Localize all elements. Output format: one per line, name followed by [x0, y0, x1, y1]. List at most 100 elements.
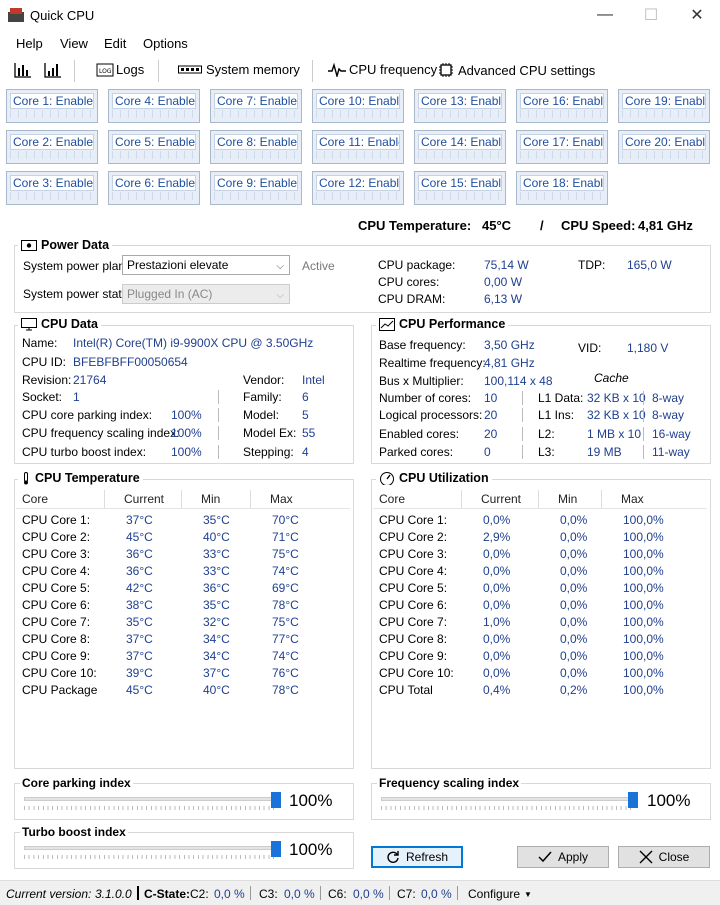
table-cell: 34°C	[203, 632, 230, 646]
core-toggle-button[interactable]: Core 15: Enabled	[414, 171, 506, 205]
menu-help[interactable]: Help	[16, 36, 43, 51]
cpu-frequency-label: CPU frequency	[349, 62, 438, 77]
bar-chart-icon[interactable]	[14, 62, 32, 78]
apply-button[interactable]: Apply	[517, 846, 609, 868]
core-toggle-button[interactable]: Core 3: Enabled	[6, 171, 98, 205]
cpu-temperature-title: CPU Temperature	[18, 471, 143, 485]
header-divider	[16, 508, 350, 509]
c2-label: C2:	[190, 887, 209, 901]
column-header[interactable]: Max	[621, 492, 644, 506]
close-window-button[interactable]: ✕	[690, 7, 704, 24]
core-activity-graph	[214, 151, 298, 159]
core-activity-graph	[520, 110, 604, 118]
frequency-scaling-slider-track[interactable]	[381, 797, 635, 801]
core-toggle-button[interactable]: Core 13: Enabled	[414, 89, 506, 123]
system-memory-button[interactable]: System memory	[178, 62, 300, 77]
table-cell: 0,0%	[560, 564, 588, 578]
apply-label: Apply	[557, 850, 589, 864]
memory-icon	[178, 65, 202, 73]
refresh-button[interactable]: Refresh	[371, 846, 463, 868]
core-toggle-button[interactable]: Core 10: Enabled	[312, 89, 404, 123]
cpu-frequency-button[interactable]: CPU frequency	[328, 62, 437, 77]
table-cell: CPU Core 3:	[22, 547, 91, 561]
column-header[interactable]: Core	[22, 492, 49, 506]
core-toggle-button[interactable]: Core 8: Enabled	[210, 130, 302, 164]
frequency-scaling-slider-thumb[interactable]	[628, 792, 638, 808]
table-cell: 45°C	[126, 530, 153, 544]
core-toggle-button[interactable]: Core 16: Enabled	[516, 89, 608, 123]
logical-processors-label: Logical processors:	[379, 408, 483, 422]
table-cell: 0,0%	[483, 598, 511, 612]
bar-chart-alt-icon[interactable]	[44, 62, 62, 78]
turbo-boost-slider-track[interactable]	[24, 846, 278, 850]
configure-label: Configure	[468, 887, 521, 901]
table-cell: 100,0%	[623, 632, 664, 646]
cpu-name-value: Intel(R) Core(TM) i9-9900X CPU @ 3.50GHz	[73, 336, 314, 350]
table-cell: CPU Core 4:	[379, 564, 448, 578]
l1-ins-way: 8-way	[652, 408, 685, 422]
column-header[interactable]: Core	[379, 492, 406, 506]
core-toggle-button[interactable]: Core 2: Enabled	[6, 130, 98, 164]
core-toggle-button[interactable]: Core 14: Enabled	[414, 130, 506, 164]
menu-view[interactable]: View	[60, 36, 88, 51]
power-state-select[interactable]: Plugged In (AC) ⌵	[122, 284, 290, 304]
column-header[interactable]: Current	[481, 492, 522, 506]
core-parking-slider-track[interactable]	[24, 797, 278, 801]
c-state-label: C-State:	[144, 887, 191, 901]
core-toggle-button[interactable]: Core 17: Enabled	[516, 130, 608, 164]
core-toggle-button[interactable]: Core 12: Enabled	[312, 171, 404, 205]
logs-button[interactable]: LOG Logs	[96, 62, 144, 77]
core-parking-index-label: CPU core parking index:	[22, 408, 153, 422]
power-data-title: Power Data	[18, 238, 113, 252]
core-toggle-button[interactable]: Core 1: Enabled	[6, 89, 98, 123]
core-toggle-button[interactable]: Core 19: Enabled	[618, 89, 710, 123]
core-toggle-button[interactable]: Core 11: Enabled	[312, 130, 404, 164]
status-separator	[457, 886, 458, 900]
column-header[interactable]: Min	[201, 492, 221, 506]
menu-options[interactable]: Options	[143, 36, 188, 51]
table-cell: 0,0%	[560, 581, 588, 595]
close-button[interactable]: Close	[618, 846, 710, 868]
core-toggle-button[interactable]: Core 18: Enabled	[516, 171, 608, 205]
core-toggle-button[interactable]: Core 7: Enabled	[210, 89, 302, 123]
minimize-button[interactable]: —	[597, 6, 613, 23]
revision-label: Revision:	[22, 373, 72, 387]
turbo-boost-slider-thumb[interactable]	[271, 841, 281, 857]
core-parking-slider-title: Core parking index	[20, 776, 133, 790]
core-toggle-label: Core 12: Enabled	[316, 175, 400, 191]
cpu-cores-power-value: 0,00 W	[484, 275, 523, 289]
core-parking-slider-thumb[interactable]	[271, 792, 281, 808]
table-cell: 78°C	[272, 598, 299, 612]
core-toggle-label: Core 13: Enabled	[418, 93, 502, 109]
core-toggle-label: Core 10: Enabled	[316, 93, 400, 109]
column-separator	[538, 490, 539, 508]
power-data-title-text: Power Data	[41, 238, 110, 252]
core-activity-graph	[10, 151, 94, 159]
core-toggle-button[interactable]: Core 4: Enabled	[108, 89, 200, 123]
cpu-package-value: 75,14 W	[484, 258, 529, 272]
table-cell: 100,0%	[623, 615, 664, 629]
status-separator	[137, 886, 139, 900]
core-toggle-button[interactable]: Core 20: Enabled	[618, 130, 710, 164]
column-header[interactable]: Max	[270, 492, 293, 506]
power-plan-select[interactable]: Prestazioni elevate ⌵	[122, 255, 290, 275]
column-separator	[218, 426, 219, 440]
cpu-id-value: BFEBFBFF00050654	[73, 355, 188, 369]
configure-menu[interactable]: Configure ▼	[468, 887, 532, 901]
table-cell: 2,9%	[483, 530, 511, 544]
pulse-icon	[328, 62, 346, 77]
menu-edit[interactable]: Edit	[104, 36, 127, 51]
core-toggle-button[interactable]: Core 6: Enabled	[108, 171, 200, 205]
maximize-button[interactable]: ☐	[643, 7, 659, 24]
core-toggle-button[interactable]: Core 5: Enabled	[108, 130, 200, 164]
thermometer-icon	[24, 471, 28, 484]
table-cell: CPU Package	[22, 683, 98, 697]
column-header[interactable]: Min	[558, 492, 578, 506]
core-toggle-button[interactable]: Core 9: Enabled	[210, 171, 302, 205]
column-header[interactable]: Current	[124, 492, 165, 506]
table-cell: CPU Core 2:	[22, 530, 91, 544]
advanced-cpu-settings-button[interactable]: Advanced CPU settings	[438, 62, 595, 78]
table-cell: CPU Core 2:	[379, 530, 448, 544]
table-cell: 100,0%	[623, 513, 664, 527]
power-plan-label: System power plan:	[23, 259, 129, 273]
